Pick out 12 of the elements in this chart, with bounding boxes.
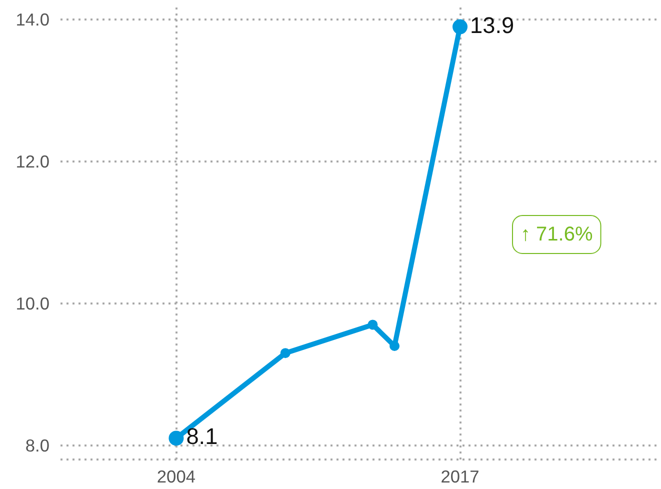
data-label: 8.1 <box>186 423 218 450</box>
x-tick-label: 2017 <box>440 466 480 486</box>
point <box>280 348 290 358</box>
data-label: 13.9 <box>470 12 514 38</box>
x-tick-label: 2004 <box>156 466 196 486</box>
point <box>390 341 400 351</box>
y-tick-label: 12.0 <box>16 152 50 172</box>
annotation: ↑ 71.6% <box>520 224 593 246</box>
y-tick-label: 10.0 <box>16 293 50 314</box>
point <box>368 320 378 330</box>
y-tick-label: 8.0 <box>25 435 50 456</box>
y-tick-label: 14.0 <box>16 10 50 30</box>
